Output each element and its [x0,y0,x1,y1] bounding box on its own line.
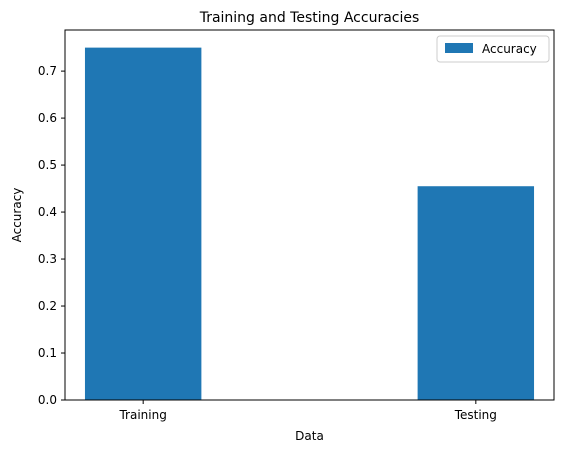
y-tick-label: 0.5 [38,158,57,172]
bar-training [84,47,202,400]
x-axis: Training Testing [118,400,497,422]
bars-layer [84,47,535,400]
y-tick-label: 0.7 [38,64,57,78]
plot-frame [64,29,555,401]
legend: Accuracy [436,35,550,63]
y-axis: 0.0 0.1 0.2 0.3 0.4 0.5 0.6 0.7 [38,64,65,407]
bar-testing [417,186,535,400]
x-tick-label: Testing [454,408,497,422]
x-tick-label: Training [118,408,166,422]
y-axis-label: Accuracy [10,188,24,243]
y-tick-label: 0.2 [38,299,57,313]
y-tick-label: 0.3 [38,252,57,266]
y-tick-label: 0.4 [38,205,57,219]
x-axis-label: Data [295,429,324,443]
y-tick-label: 0.1 [38,346,57,360]
legend-box [436,35,550,63]
chart-title: Training and Testing Accuracies [199,10,420,26]
y-tick-label: 0.6 [38,111,57,125]
y-tick-label: 0.0 [38,393,57,407]
legend-swatch [445,43,473,53]
legend-label: Accuracy [482,42,537,56]
